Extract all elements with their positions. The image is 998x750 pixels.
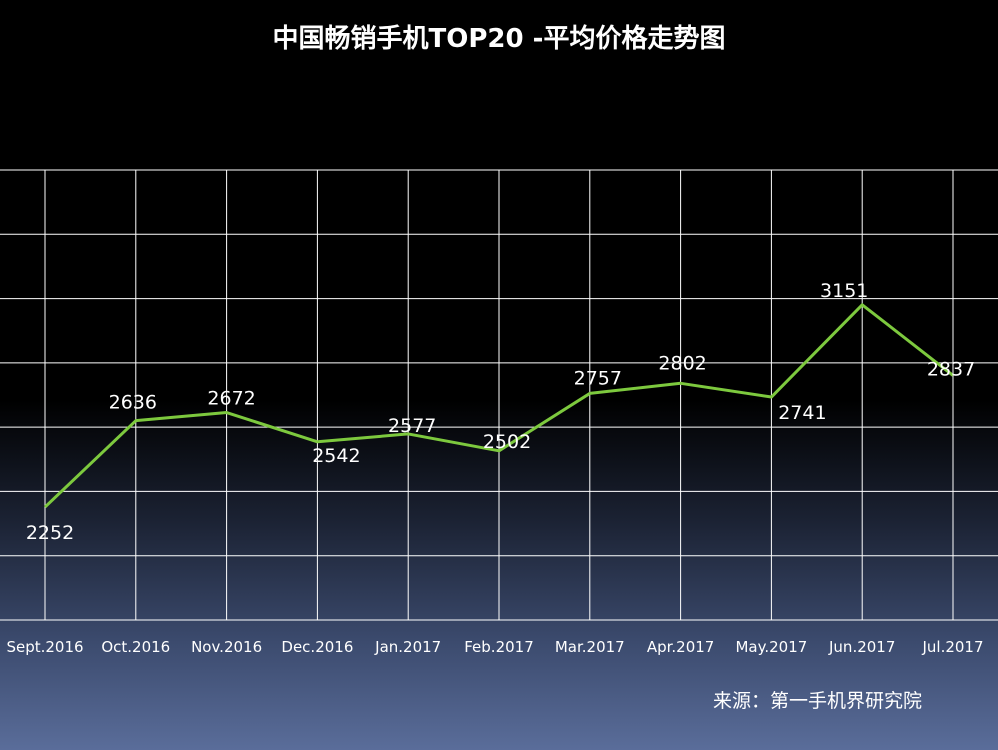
data-label: 2757 <box>574 367 622 389</box>
x-tick-label: Apr.2017 <box>647 638 715 656</box>
x-tick-label: Jun.2017 <box>828 638 895 656</box>
x-tick-label: Dec.2016 <box>281 638 353 656</box>
x-tick-label: Oct.2016 <box>101 638 170 656</box>
data-label: 2837 <box>927 358 975 380</box>
data-label: 2577 <box>388 415 436 437</box>
x-tick-label: Jan.2017 <box>374 638 441 656</box>
data-label: 2636 <box>109 392 157 414</box>
data-label: 2672 <box>207 388 255 410</box>
data-label: 2502 <box>483 431 531 453</box>
data-label: 2252 <box>26 522 74 544</box>
x-tick-label: Nov.2016 <box>191 638 262 656</box>
x-axis-tick-labels: Sept.2016 Oct.2016 Nov.2016 Dec.2016 Jan.201… <box>6 638 983 656</box>
chart-title: 中国畅销手机TOP20 -平均价格走势图 <box>272 24 726 54</box>
x-tick-label: Sept.2016 <box>6 638 83 656</box>
data-labels: 2252 2636 2672 2542 2577 2502 2757 2802 2741 3151… <box>26 280 975 544</box>
data-label: 2542 <box>312 445 360 467</box>
series-line-group <box>43 303 954 509</box>
series-line <box>43 303 954 509</box>
x-tick-label: May.2017 <box>735 638 807 656</box>
source-note: 来源：第一手机界研究院 <box>713 690 923 712</box>
x-tick-label: Mar.2017 <box>555 638 625 656</box>
data-label: 2741 <box>778 402 826 424</box>
x-tick-label: Jul.2017 <box>921 638 983 656</box>
data-label: 2802 <box>658 352 706 374</box>
data-label: 3151 <box>820 280 868 302</box>
x-tick-label: Feb.2017 <box>464 638 534 656</box>
